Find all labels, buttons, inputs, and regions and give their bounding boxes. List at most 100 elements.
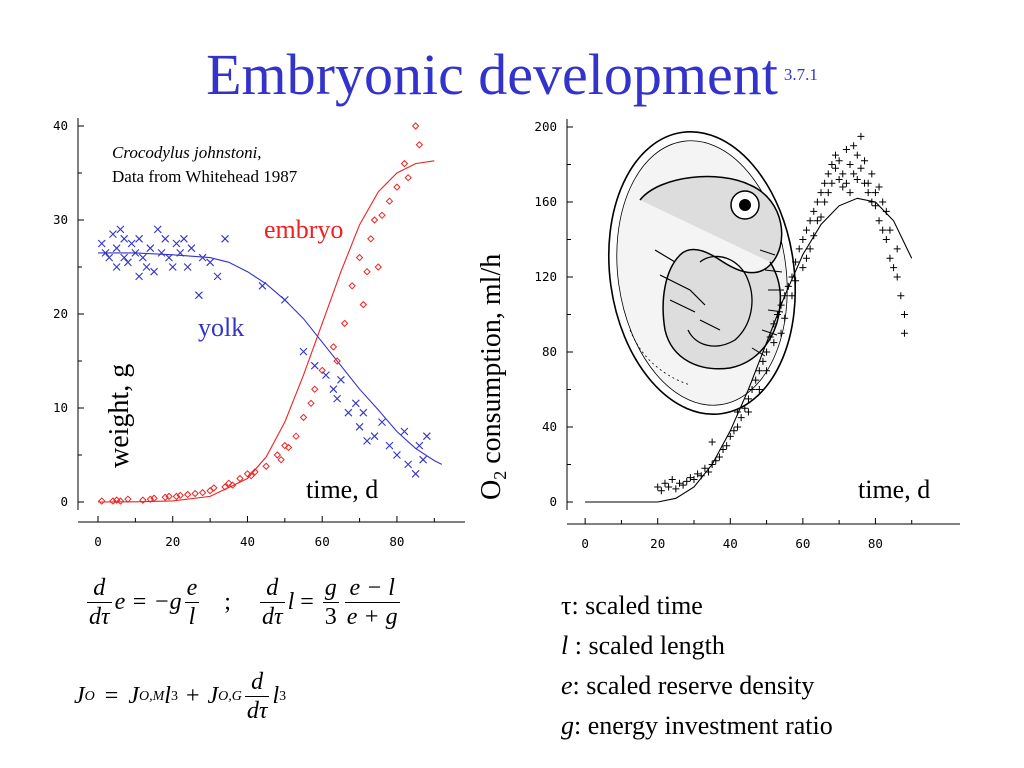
o2-data-point bbox=[788, 292, 796, 300]
yolk-data-point bbox=[404, 460, 413, 469]
embryo-data-point bbox=[404, 173, 412, 182]
yolk-data-point bbox=[135, 272, 143, 281]
o2-data-point bbox=[770, 339, 778, 347]
embryo-in-egg-illustration bbox=[607, 131, 797, 415]
o2-data-point bbox=[900, 311, 908, 318]
embryo-data-point bbox=[98, 497, 106, 505]
o2-data-point bbox=[810, 207, 818, 215]
o2-data-point bbox=[792, 277, 800, 285]
embryo-data-point bbox=[124, 495, 132, 503]
eq1-fraction: e l bbox=[184, 574, 200, 631]
yolk-data-point bbox=[138, 253, 147, 262]
embryo-data-point bbox=[370, 216, 379, 224]
yolk-data-point bbox=[400, 427, 409, 436]
legend-item: τ: scaled time bbox=[561, 586, 833, 626]
embryo-data-point bbox=[191, 489, 199, 498]
yolk-data-point bbox=[105, 253, 114, 262]
embryo-data-point bbox=[228, 481, 237, 489]
eq3-l: l bbox=[164, 683, 171, 709]
eq2-dtau: dτ bbox=[261, 604, 283, 630]
eq3-cube: 3 bbox=[170, 688, 178, 704]
o2-data-point bbox=[705, 468, 713, 476]
yolk-data-point bbox=[176, 249, 185, 257]
eq1-lhs: e bbox=[114, 589, 126, 615]
eq2-g-num: g bbox=[322, 575, 339, 603]
yolk-data-point bbox=[120, 234, 129, 243]
eq1-frac-num: e bbox=[184, 575, 200, 603]
o2-data-point bbox=[886, 226, 894, 234]
o2-data-point bbox=[832, 151, 840, 159]
yolk-data-point bbox=[183, 263, 192, 271]
eq3-derivative: d dτ bbox=[244, 668, 270, 725]
embryo-data-point bbox=[299, 413, 308, 422]
yolk-data-point bbox=[422, 432, 431, 441]
eq3-J3: J bbox=[207, 683, 219, 709]
o2-data-point bbox=[686, 474, 694, 482]
o2-data-point bbox=[842, 146, 850, 153]
x-tick-label: 60 bbox=[315, 534, 330, 549]
y-tick-label: 30 bbox=[53, 212, 68, 227]
embryo-data-point bbox=[146, 495, 155, 503]
y-tick-label: 0 bbox=[60, 494, 68, 509]
o2-data-point bbox=[893, 273, 901, 281]
embryo-data-point bbox=[393, 183, 401, 191]
o2-data-point bbox=[781, 314, 789, 322]
legend-item: g: energy investment ratio bbox=[561, 706, 833, 746]
legend-text: : scaled time bbox=[571, 591, 703, 620]
y-tick-label: 20 bbox=[53, 306, 68, 321]
o2-data-point bbox=[799, 236, 807, 243]
embryo-data-point bbox=[292, 432, 300, 440]
yolk-data-point bbox=[329, 385, 338, 394]
o2-data-point bbox=[748, 386, 756, 393]
o2-data-point bbox=[708, 438, 716, 446]
embryo-data-point bbox=[281, 441, 289, 450]
o2-data-point bbox=[781, 292, 789, 300]
o2-data-point bbox=[694, 470, 702, 478]
o2-data-point bbox=[719, 446, 727, 453]
o2-data-point bbox=[654, 483, 662, 491]
o2-data-point bbox=[690, 476, 698, 483]
o2-y-axis-label: O2 consumption, ml/h bbox=[476, 254, 510, 500]
o2-data-point bbox=[697, 472, 705, 480]
embryo-data-point bbox=[385, 197, 394, 205]
o2-data-point bbox=[770, 320, 778, 328]
x-tick-label: 0 bbox=[581, 536, 589, 551]
o2-data-point bbox=[802, 226, 810, 234]
eq2-frac-num: e − l bbox=[344, 574, 400, 603]
yolk-data-point bbox=[195, 291, 203, 300]
embryo-data-point bbox=[378, 211, 386, 220]
embryo-data-point bbox=[262, 462, 270, 470]
o2-data-point bbox=[708, 461, 716, 468]
o2-data-point bbox=[759, 357, 767, 365]
embryo-data-point bbox=[340, 319, 349, 328]
o2-data-point bbox=[853, 151, 861, 159]
o2-data-point bbox=[675, 479, 683, 487]
o2-data-point bbox=[726, 432, 734, 440]
yolk-data-point bbox=[206, 258, 214, 267]
eq2-derivative: d dτ bbox=[259, 574, 285, 631]
o2-data-point bbox=[871, 189, 879, 197]
o2-data-point bbox=[672, 485, 680, 493]
eq3-l2: l bbox=[272, 683, 280, 709]
yolk-data-point bbox=[333, 394, 342, 403]
o2-data-point bbox=[828, 179, 836, 187]
yolk-data-point bbox=[299, 347, 308, 356]
embryo-data-point bbox=[307, 399, 315, 408]
o2-data-point bbox=[806, 217, 814, 225]
embryo-data-point bbox=[348, 282, 356, 290]
yolk-data-point bbox=[168, 263, 177, 271]
o2-data-point bbox=[857, 164, 865, 172]
yolk-data-point bbox=[97, 239, 106, 248]
o2-data-point bbox=[817, 213, 825, 221]
eq3-sub-OG: O,G bbox=[218, 688, 242, 704]
legend-symbol: g bbox=[561, 711, 574, 740]
yolk-data-point bbox=[363, 437, 371, 445]
embryo-data-point bbox=[355, 253, 364, 262]
embryo-data-point bbox=[284, 443, 293, 452]
o2-data-point bbox=[832, 164, 840, 172]
o2-ylabel-main: O bbox=[476, 480, 507, 500]
o2-data-point bbox=[755, 386, 763, 393]
y-tick-label: 200 bbox=[534, 119, 557, 134]
